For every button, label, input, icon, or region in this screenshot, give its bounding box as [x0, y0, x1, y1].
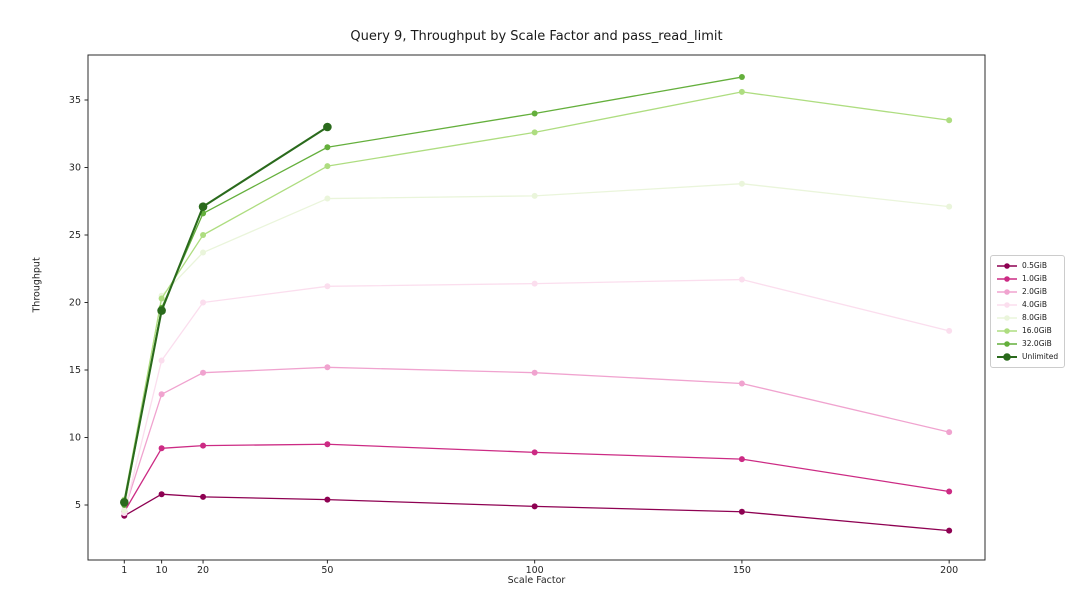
- legend-marker-0.5GiB: [997, 262, 1017, 269]
- series-marker-2.0GiB: [738, 380, 745, 387]
- series-marker-0.5GiB: [531, 503, 538, 510]
- legend-item-8.0GiB: 8.0GiB: [996, 312, 1058, 324]
- series-marker-2.0GiB: [324, 364, 331, 371]
- series-marker-16.0GiB: [324, 163, 331, 170]
- y-axis-label: Throughput: [31, 257, 43, 313]
- series-marker-Unlimited: [323, 122, 332, 132]
- legend-marker-32.0GiB: [997, 340, 1017, 347]
- legend-item-2.0GiB: 2.0GiB: [996, 286, 1058, 298]
- legend-label: 1.0GiB: [1022, 274, 1047, 284]
- series-marker-8.0GiB: [738, 180, 745, 187]
- series-marker-0.5GiB: [158, 491, 165, 498]
- series-marker-0.5GiB: [738, 508, 745, 515]
- x-tick-label: 100: [526, 565, 544, 576]
- x-tick-label: 150: [733, 565, 751, 576]
- series-marker-0.5GiB: [946, 527, 953, 534]
- series-marker-16.0GiB: [200, 232, 207, 238]
- legend-label: 2.0GiB: [1022, 287, 1047, 297]
- series-marker-8.0GiB: [946, 203, 953, 210]
- legend-marker-16.0GiB: [997, 327, 1017, 334]
- legend-label: 4.0GiB: [1022, 300, 1047, 310]
- series-marker-16.0GiB: [738, 88, 745, 95]
- chart-title: Query 9, Throughput by Scale Factor and …: [350, 29, 723, 44]
- series-marker-32.0GiB: [324, 144, 331, 151]
- legend-marker-8.0GiB: [997, 314, 1017, 321]
- series-marker-16.0GiB: [531, 129, 538, 136]
- series-marker-8.0GiB: [324, 195, 331, 202]
- series-marker-2.0GiB: [158, 391, 165, 398]
- legend-label: 8.0GiB: [1022, 313, 1047, 323]
- series-marker-8.0GiB: [200, 249, 207, 256]
- x-tick-label: 50: [321, 565, 333, 576]
- legend-item-1.0GiB: 1.0GiB: [996, 273, 1058, 285]
- series-marker-32.0GiB: [531, 110, 538, 117]
- series-marker-2.0GiB: [200, 369, 207, 376]
- legend-item-Unlimited: Unlimited: [996, 351, 1058, 363]
- axes-spines: [87, 54, 986, 561]
- legend-label: 0.5GiB: [1022, 261, 1047, 271]
- series-marker-1.0GiB: [158, 445, 165, 452]
- y-tick-label: 30: [69, 163, 81, 174]
- legend-marker-Unlimited: [997, 352, 1017, 361]
- series-marker-32.0GiB: [738, 74, 745, 81]
- series-marker-0.5GiB: [200, 493, 207, 500]
- y-tick-label: 35: [69, 95, 81, 106]
- series-line-4.0GiB: [123, 278, 950, 514]
- series-line-Unlimited: [123, 125, 329, 504]
- series-marker-2.0GiB: [946, 429, 953, 436]
- y-tick-label: 20: [69, 298, 81, 309]
- series-marker-1.0GiB: [946, 488, 953, 495]
- legend-marker-2.0GiB: [997, 288, 1017, 295]
- series-marker-Unlimited: [157, 306, 166, 315]
- series-marker-0.5GiB: [324, 496, 331, 503]
- legend-item-4.0GiB: 4.0GiB: [996, 299, 1058, 311]
- series-marker-1.0GiB: [531, 449, 538, 456]
- series-marker-1.0GiB: [200, 442, 207, 449]
- series-marker-2.0GiB: [531, 369, 538, 376]
- series-marker-4.0GiB: [738, 276, 745, 283]
- series-marker-Unlimited: [120, 498, 129, 507]
- series-marker-4.0GiB: [324, 283, 331, 290]
- series-line-32.0GiB: [123, 76, 743, 506]
- series-marker-16.0GiB: [946, 117, 953, 124]
- legend-item-16.0GiB: 16.0GiB: [996, 325, 1058, 337]
- x-tick-label: 20: [197, 565, 209, 576]
- x-tick-label: 1: [121, 565, 127, 576]
- series-line-8.0GiB: [123, 183, 950, 512]
- series-marker-1.0GiB: [324, 441, 331, 448]
- series-line-2.0GiB: [123, 366, 950, 512]
- series-marker-4.0GiB: [200, 299, 207, 306]
- series-marker-8.0GiB: [531, 192, 538, 199]
- series-marker-1.0GiB: [738, 456, 745, 463]
- legend-label: Unlimited: [1022, 352, 1059, 362]
- series-marker-16.0GiB: [158, 295, 165, 302]
- series-marker-Unlimited: [198, 202, 208, 211]
- legend-item-32.0GiB: 32.0GiB: [996, 338, 1058, 350]
- y-tick-label: 25: [69, 230, 81, 241]
- x-tick-label: 10: [156, 565, 168, 576]
- series-marker-4.0GiB: [946, 327, 953, 334]
- y-tick-label: 10: [69, 433, 81, 444]
- legend-item-0.5GiB: 0.5GiB: [996, 260, 1058, 272]
- x-tick-label: 200: [940, 565, 958, 576]
- series-line-0.5GiB: [123, 493, 950, 532]
- series-marker-8.0GiB: [121, 507, 128, 514]
- legend: 0.5GiB 1.0GiB 2.0GiB 4.0GiB 8.0GiB 16.0GiB 32.…: [990, 255, 1066, 368]
- series-marker-4.0GiB: [158, 357, 165, 364]
- x-axis-label: Scale Factor: [507, 575, 566, 586]
- series-marker-4.0GiB: [531, 280, 538, 287]
- legend-label: 32.0GiB: [1022, 339, 1052, 349]
- y-tick-label: 15: [69, 365, 81, 376]
- legend-marker-4.0GiB: [997, 301, 1017, 308]
- legend-label: 16.0GiB: [1022, 326, 1052, 336]
- legend-marker-1.0GiB: [997, 275, 1017, 282]
- y-tick-label: 5: [75, 500, 81, 511]
- series-line-16.0GiB: [123, 91, 950, 501]
